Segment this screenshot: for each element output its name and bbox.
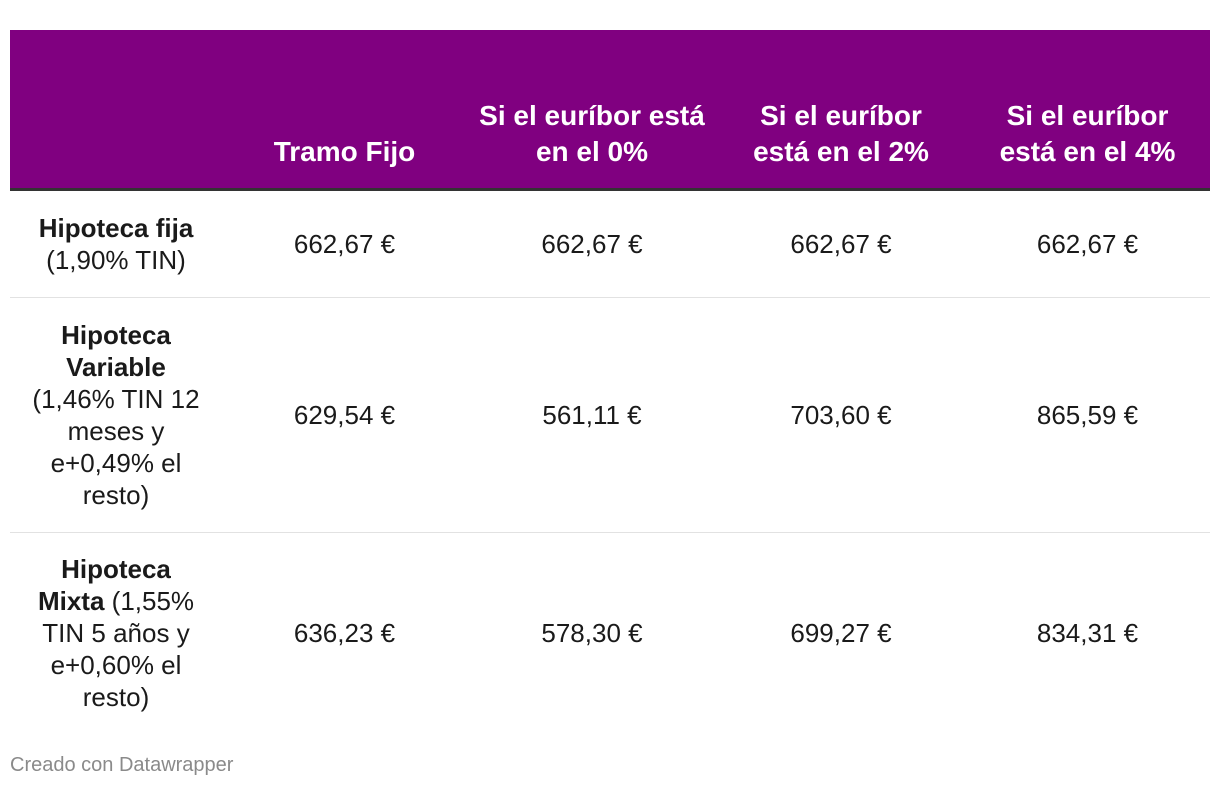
footer-credit: Creado con Datawrapper (10, 754, 234, 776)
table-container: Tramo Fijo Si el euríbor está en el 0% S… (10, 30, 1210, 733)
table-cell: 578,30 € (541, 618, 643, 648)
row-label-detail: (1,90% TIN) (46, 245, 186, 275)
row-label-bold: Hipoteca Variable (61, 320, 171, 382)
table-row: Hipoteca Variable (1,46% TIN 12 meses y e… (10, 297, 1210, 533)
row-label-bold: Hipoteca fija (38, 213, 194, 243)
table-cell: 834,31 € (1036, 618, 1139, 648)
row-label: Hipoteca Mixta (1,55% TIN 5 años y e+0,6… (10, 533, 222, 734)
header-cell-euribor-0: Si el euríbor está en el 0% (467, 30, 717, 191)
table-cell: 865,59 € (965, 297, 1210, 533)
table-row: Hipoteca Mixta (1,55% TIN 5 años y e+0,6… (10, 533, 1210, 734)
header-row: Tramo Fijo Si el euríbor está en el 0% S… (10, 30, 1210, 191)
header-cell-euribor-2: Si el euríbor está en el 2% (717, 30, 965, 191)
data-table: Tramo Fijo Si el euríbor está en el 0% S… (10, 30, 1210, 733)
table-cell: 662,67 € (717, 189, 965, 298)
header-cell-tramo-fijo: Tramo Fijo (222, 30, 467, 191)
row-label: Hipoteca Variable (1,46% TIN 12 meses y e… (10, 297, 222, 533)
header-cell-empty (10, 30, 222, 191)
row-label: Hipoteca fija (1,90% TIN) (10, 189, 222, 298)
table-body: Hipoteca fija (1,90% TIN) 662,67 € 662,67… (10, 189, 1210, 734)
table-cell: 662,67 € (965, 189, 1210, 298)
table-cell: 636,23 € (293, 618, 396, 648)
header-cell-euribor-4: Si el euríbor está en el 4% (965, 30, 1210, 191)
row-label-detail: (1,55% TIN 5 años y e+0,60% el resto) (42, 586, 195, 712)
row-label-bold: Hipoteca Mixta (37, 554, 171, 616)
table-cell: 561,11 € (467, 297, 717, 533)
table-header: Tramo Fijo Si el euríbor está en el 0% S… (10, 30, 1210, 191)
table-cell: 703,60 € (717, 297, 965, 533)
row-label-detail: (1,46% TIN 12 meses y e+0,49% el resto) (32, 384, 200, 510)
table-cell: 629,54 € (222, 297, 467, 533)
table-cell: 662,67 € (467, 189, 717, 298)
table-cell: 699,27 € (790, 618, 892, 648)
table-row: Hipoteca fija (1,90% TIN) 662,67 € 662,67… (10, 189, 1210, 298)
table-cell: 662,67 € (222, 189, 467, 298)
